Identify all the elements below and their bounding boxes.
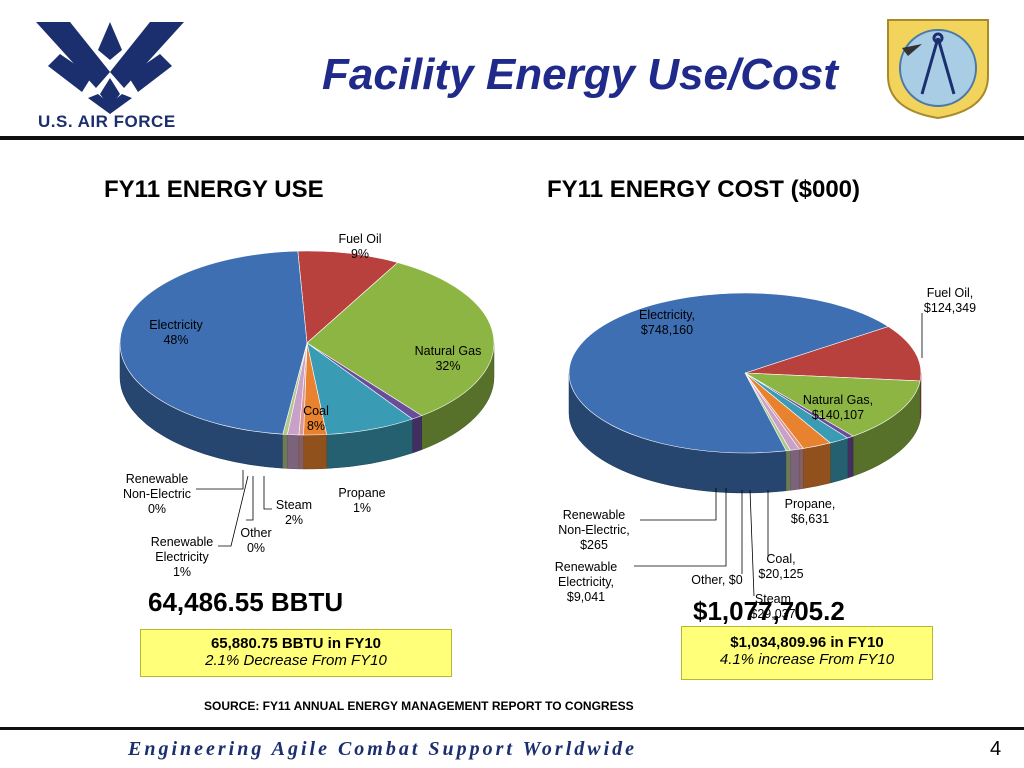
- air-force-wordmark: U.S. AIR FORCE: [38, 112, 176, 131]
- energy-cost-comparison-box: $1,034,809.96 in FY10 4.1% increase From…: [681, 626, 933, 680]
- pie-slice-electricity: [119, 250, 308, 435]
- air-force-logo: [36, 22, 184, 114]
- use-label-electricity: Electricity 48%: [149, 318, 203, 347]
- pie-side-coal: [830, 437, 848, 484]
- cost-label-steam: Steam $29,037: [750, 592, 795, 621]
- energy-use-pie: [119, 250, 495, 470]
- cost-leader-renewable-electricity: [634, 488, 727, 567]
- pie-labels: Fuel Oil 9% Electricity 48% Natural Gas 32% Co…: [123, 232, 976, 621]
- pie-slice-fuel-oil: [297, 250, 399, 344]
- pie-side-other: [798, 448, 804, 490]
- footer-tagline: Engineering Agile Combat Support Worldwi…: [128, 738, 638, 760]
- use-leader-steam: [263, 476, 272, 510]
- pie-slice-natural-gas: [744, 372, 921, 437]
- use-label-renewable-non-electric: Renewable Non-Electric 0%: [123, 472, 191, 516]
- use-label-steam: Steam 2%: [276, 498, 312, 527]
- energy-use-chart-title: FY11 ENERGY USE: [104, 176, 324, 203]
- pie-side-steam: [303, 434, 327, 470]
- pie-side-other: [298, 434, 304, 470]
- pie-side-renewable-non-electric: [282, 433, 288, 469]
- use-label-coal: Coal 8%: [303, 404, 329, 433]
- cost-label-fuel-oil: Fuel Oil, $124,349: [924, 286, 976, 315]
- cost-label-renewable-electricity: Renewable Electricity, $9,041: [555, 560, 618, 604]
- pie-side-renewable-non-electric: [785, 450, 791, 492]
- energy-use-fy10-value: 65,880.75 BBTU in FY10: [210, 635, 382, 652]
- cost-label-coal: Coal, $20,125: [758, 552, 803, 581]
- energy-use-total: 64,486.55 BBTU: [148, 587, 344, 617]
- cost-label-other: Other, $0: [691, 573, 742, 587]
- cost-leader-renewable-non-electric: [640, 488, 717, 521]
- energy-cost-fy10-value: $1,034,809.96 in FY10: [730, 634, 884, 651]
- pie-slice-coal: [306, 342, 414, 435]
- page-title: Facility Energy Use/Cost: [322, 50, 838, 99]
- pie-side-propane: [847, 435, 854, 479]
- cost-leader-steam: [749, 489, 755, 597]
- energy-use-comparison-box: 65,880.75 BBTU in FY10 2.1% Decrease Fro…: [140, 629, 452, 677]
- use-leader-renewable-electricity: [218, 475, 249, 547]
- use-label-natural-gas: Natural Gas 32%: [415, 344, 482, 373]
- pie-slice-electricity: [568, 292, 889, 454]
- cost-label-electricity: Electricity, $748,160: [639, 308, 695, 337]
- energy-use-change: 2.1% Decrease From FY10: [205, 652, 387, 669]
- use-label-renewable-electricity: Renewable Electricity 1%: [151, 535, 214, 579]
- cost-label-natural-gas: Natural Gas, $140,107: [803, 393, 873, 422]
- cost-label-propane: Propane, $6,631: [785, 497, 836, 526]
- energy-cost-pie: [568, 292, 922, 494]
- page-number: 4: [990, 738, 1002, 760]
- cost-label-renewable-non-electric: Renewable Non-Electric, $265: [558, 508, 630, 552]
- pie-slice-fuel-oil: [744, 326, 922, 382]
- use-label-other: Other 0%: [240, 526, 271, 555]
- agency-emblem-logo: [887, 19, 989, 120]
- title-divider: [0, 136, 1024, 140]
- pie-slice-natural-gas: [306, 262, 495, 416]
- pie-side-propane: [412, 415, 422, 454]
- pie-side-steam: [803, 442, 831, 489]
- use-label-propane: Propane 1%: [338, 486, 385, 515]
- pie-side-renewable-electricity: [287, 434, 300, 470]
- energy-cost-change: 4.1% increase From FY10: [719, 651, 895, 668]
- source-note: SOURCE: FY11 ANNUAL ENERGY MANAGEMENT RE…: [204, 699, 634, 713]
- footer-divider: [0, 727, 1024, 730]
- pie-side-renewable-electricity: [790, 448, 800, 491]
- energy-cost-total: $1,077,705.2: [693, 596, 845, 626]
- use-label-fuel-oil: Fuel Oil 9%: [338, 232, 381, 261]
- use-leader-other: [246, 476, 254, 521]
- use-leader-renewable-non-electric: [196, 470, 244, 490]
- energy-cost-chart-title: FY11 ENERGY COST ($000): [547, 176, 861, 203]
